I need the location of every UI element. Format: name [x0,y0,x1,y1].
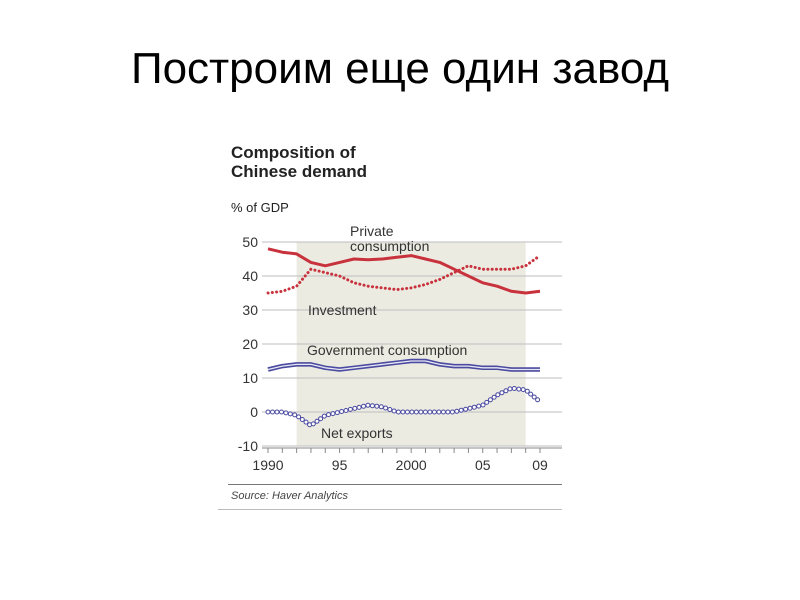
net-exports-point [326,412,331,418]
x-tick-label: 95 [332,457,348,473]
net-exports-point [361,403,366,409]
x-tick-label: 05 [475,457,491,473]
series-label-private-consumption: Private [350,223,394,239]
net-exports-point [427,409,433,415]
y-tick-label: 30 [242,302,258,318]
net-exports-point [330,411,336,417]
net-exports-point [484,399,490,405]
net-exports-point [400,409,406,415]
net-exports-point [314,418,320,424]
net-exports-point [343,408,349,413]
net-exports-point [535,397,541,403]
net-exports-point [531,394,537,400]
net-exports-point [520,387,526,393]
net-exports-point [418,409,424,415]
net-exports-point [487,397,493,403]
private-consumption-line [267,247,541,295]
net-exports-point [516,386,522,392]
y-tick-label: 0 [250,404,258,420]
net-exports-point [440,409,446,415]
net-exports-point [383,405,389,411]
net-exports-point [310,421,316,427]
net-exports-point [476,403,482,409]
net-exports-point [507,386,513,392]
net-exports-point [378,404,384,410]
net-exports-point [318,416,324,422]
net-exports-point [409,409,415,415]
net-exports-point [467,405,473,411]
net-exports-point [445,409,451,415]
net-exports-point [365,402,371,408]
series-label-investment: Investment [308,302,377,318]
x-tick-label: 1990 [252,457,283,473]
net-exports-point [296,414,302,420]
investment-data-point [539,255,541,257]
net-exports-point [480,402,486,408]
net-exports-point [374,403,380,409]
net-exports-point [339,409,345,414]
net-exports-point [279,409,284,415]
net-exports-point [391,408,397,414]
net-exports-point [463,406,469,412]
net-exports-point [303,419,309,425]
series-label-net-exports: Net exports [321,425,393,441]
net-exports-point [347,406,353,412]
net-exports-point [413,409,419,415]
net-exports-point [265,409,271,415]
source-divider [228,484,562,485]
net-exports-point [524,388,530,394]
net-exports-point [321,413,327,419]
y-axis-unit-label: % of GDP [231,200,289,215]
net-exports-point [352,405,358,411]
net-exports-point [287,411,293,417]
net-exports-point [292,412,298,418]
net-exports-point [369,403,375,409]
net-exports-point [454,408,460,414]
y-tick-label: 40 [242,268,258,284]
slide-title: Построим еще один завод [130,44,670,93]
y-tick-label: -10 [238,438,258,454]
net-exports-point [458,407,464,413]
net-exports-point [495,392,501,398]
net-exports-point [499,390,505,396]
chart-bottom-border [218,509,562,510]
chart-title: Composition of Chinese demand [231,143,431,181]
net-exports-point [431,409,437,415]
net-exports-point [395,409,401,415]
net-exports-point [387,407,393,412]
net-exports-point [422,409,428,415]
y-tick-label: 20 [242,336,258,352]
net-exports-point [471,404,477,410]
chart-title-line-2: Chinese demand [231,162,368,181]
government-consumption-line-inner [267,360,540,371]
net-exports-point [283,410,289,416]
net-exports-point [528,391,534,397]
net-exports-point [299,417,305,422]
net-exports-point [334,410,340,416]
series-label-private-consumption: consumption [350,238,429,254]
net-exports-point [404,409,410,415]
net-exports-point [436,409,442,415]
chart-title-line-1: Composition of [231,143,356,162]
y-tick-label: 50 [242,234,258,250]
series-label-government-consumption: Government consumption [307,342,467,358]
chart-source: Source: Haver Analytics [231,490,348,502]
net-exports-point [491,394,497,400]
net-exports-point [274,409,280,415]
net-exports-point [511,386,517,391]
net-exports-point [356,404,362,410]
y-tick-label: 10 [242,370,258,386]
net-exports-point [270,409,275,415]
x-tick-label: 09 [532,457,548,473]
net-exports-point [503,388,509,394]
x-tick-label: 2000 [396,457,427,473]
net-exports-point [449,409,455,415]
